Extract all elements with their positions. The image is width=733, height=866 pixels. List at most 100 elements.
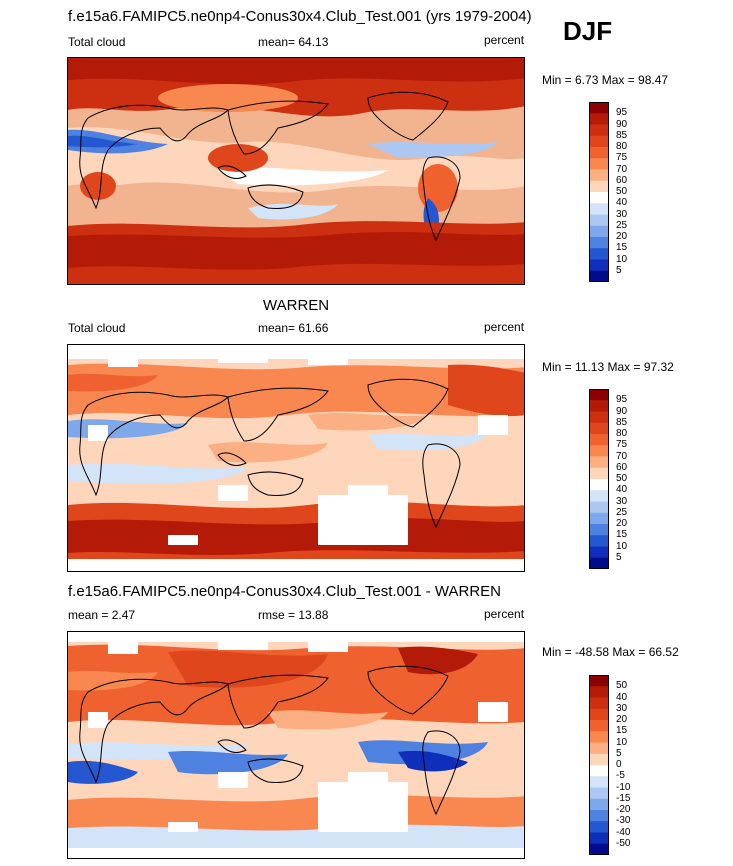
colorbar-swatch	[589, 214, 609, 227]
colorbar-swatch	[589, 135, 609, 148]
colorbar-tick-label: 20	[616, 518, 628, 529]
colorbar-swatch	[589, 259, 609, 272]
colorbar-tick-label: 5	[616, 747, 622, 759]
colorbar-swatch	[589, 411, 609, 424]
panel1-colorbar	[589, 102, 609, 283]
colorbar-swatch	[589, 389, 609, 401]
colorbar-swatch	[589, 147, 609, 159]
colorbar-tick-label: -40	[616, 826, 631, 838]
colorbar-swatch	[589, 832, 609, 845]
panel1-units-label: percent	[484, 33, 525, 47]
colorbar-swatch	[589, 524, 609, 536]
colorbar-tick-label: 50	[616, 186, 628, 197]
colorbar-border	[589, 102, 609, 282]
colorbar-swatch	[589, 546, 609, 559]
colorbar-tick-label: -5	[616, 770, 625, 782]
colorbar-swatch	[589, 270, 609, 283]
colorbar-swatch	[589, 203, 609, 215]
colorbar-swatch	[589, 113, 609, 125]
colorbar-tick-label: 90	[616, 118, 628, 130]
panel2-left-label: Total cloud	[68, 321, 126, 335]
colorbar-swatch	[589, 501, 609, 514]
colorbar-tick-label: 80	[616, 428, 628, 439]
panel1-left-label: Total cloud	[68, 35, 126, 49]
panel1-map	[67, 57, 525, 285]
colorbar-tick-label: 95	[616, 107, 628, 119]
colorbar-tick-label: 70	[616, 163, 628, 175]
colorbar-border	[589, 675, 609, 855]
panel2-map-svg	[68, 345, 524, 571]
colorbar-swatch	[589, 479, 609, 491]
colorbar-tick-label: 5	[616, 551, 622, 563]
colorbar-tick-label: 15	[616, 725, 628, 737]
panel3-colorbar	[589, 675, 609, 856]
colorbar-swatch	[589, 169, 609, 182]
colorbar-swatch	[589, 456, 609, 469]
colorbar-tick-label: 80	[616, 141, 628, 152]
panel1-minmax: Min = 6.73 Max = 98.47	[542, 73, 669, 87]
panel3-minmax: Min = -48.58 Max = 66.52	[542, 645, 679, 659]
colorbar-tick-label: 50	[616, 473, 628, 484]
colorbar-tick-label: 90	[616, 405, 628, 417]
panel3-heading: f.e15a6.FAMIPC5.ne0np4-Conus30x4.Club_Te…	[68, 583, 502, 600]
colorbar-tick-label: 10	[616, 736, 628, 748]
colorbar-swatch	[589, 512, 609, 525]
colorbar-tick-label: 60	[616, 461, 628, 473]
colorbar-tick-label: 75	[616, 152, 628, 164]
colorbar-tick-label: -30	[616, 815, 631, 827]
panel2-map	[67, 344, 525, 572]
colorbar-swatch	[589, 158, 609, 170]
panel2-colorbar-svg	[589, 389, 609, 570]
colorbar-tick-label: 70	[616, 450, 628, 462]
colorbar-tick-label: 30	[616, 208, 628, 220]
panel2-minmax: Min = 11.13 Max = 97.32	[542, 360, 674, 374]
colorbar-tick-label: 25	[616, 219, 628, 231]
colorbar-tick-label: 75	[616, 439, 628, 451]
colorbar-swatch	[589, 753, 609, 766]
colorbar-border	[589, 389, 609, 569]
colorbar-swatch	[589, 720, 609, 732]
colorbar-swatch	[589, 742, 609, 755]
colorbar-tick-label: 25	[616, 506, 628, 518]
colorbar-swatch	[589, 557, 609, 570]
colorbar-swatch	[589, 225, 609, 238]
colorbar-tick-label: 10	[616, 540, 628, 552]
colorbar-swatch	[589, 697, 609, 710]
colorbar-swatch	[589, 490, 609, 502]
colorbar-swatch	[589, 124, 609, 137]
panel2-mean-label: mean= 61.66	[258, 321, 329, 335]
colorbar-swatch	[589, 467, 609, 480]
colorbar-tick-label: 30	[616, 495, 628, 507]
colorbar-swatch	[589, 731, 609, 743]
panel1-colorbar-svg	[589, 102, 609, 283]
colorbar-tick-label: -50	[616, 837, 631, 849]
colorbar-swatch	[589, 708, 609, 721]
colorbar-swatch	[589, 535, 609, 547]
colorbar-tick-label: 10	[616, 253, 628, 265]
panel1-map-svg	[68, 58, 524, 284]
panel1-mean-label: mean= 64.13	[258, 35, 329, 49]
colorbar-swatch	[589, 810, 609, 822]
colorbar-tick-label: 15	[616, 242, 628, 254]
colorbar-tick-label: -15	[616, 792, 631, 804]
page-title: f.e15a6.FAMIPC5.ne0np4-Conus30x4.Club_Te…	[68, 8, 532, 25]
season-label: DJF	[563, 16, 613, 46]
colorbar-swatch	[589, 102, 609, 114]
colorbar-tick-label: 40	[616, 484, 628, 496]
colorbar-swatch	[589, 776, 609, 788]
colorbar-tick-label: -20	[616, 804, 631, 815]
colorbar-tick-label: 85	[616, 129, 628, 141]
colorbar-tick-label: 20	[616, 231, 628, 242]
panel3-map	[67, 631, 525, 859]
colorbar-tick-label: 30	[616, 702, 628, 714]
colorbar-swatch	[589, 248, 609, 260]
panel3-mean-label: mean = 2.47	[68, 608, 136, 622]
colorbar-swatch	[589, 686, 609, 698]
colorbar-tick-label: 95	[616, 394, 628, 406]
colorbar-tick-label: 15	[616, 529, 628, 541]
panel3-rmse-label: rmse = 13.88	[258, 608, 329, 622]
colorbar-tick-label: 20	[616, 714, 628, 725]
colorbar-tick-label: 40	[616, 691, 628, 703]
panel2-heading: WARREN	[263, 297, 330, 314]
panel2-colorbar	[589, 389, 609, 570]
